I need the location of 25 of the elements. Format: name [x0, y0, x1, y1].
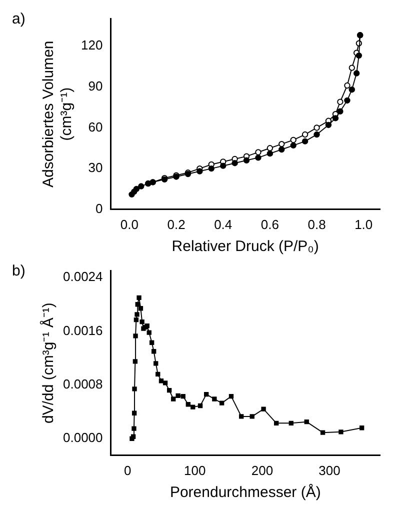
- x-tick-label: 0.6: [260, 216, 279, 232]
- text: b): [12, 262, 26, 280]
- y-tick-label: 0.0024: [62, 269, 103, 284]
- x-tick-label: 0: [124, 462, 132, 478]
- y-axis-title: dV/dd (cm³g⁻¹ Å⁻¹): [39, 302, 58, 424]
- x-tick-label: 0.0: [120, 216, 138, 232]
- text: a): [12, 10, 26, 28]
- x-tick-label: 1.0: [354, 216, 373, 232]
- y-axis-title: Adsorbiertes Volumen (cm³g⁻¹): [40, 40, 76, 188]
- y-tick-label: 0.0016: [62, 322, 103, 338]
- x-axis-title: Relativer Druck (P/P₀): [172, 238, 319, 256]
- y-tick-label: 60: [88, 119, 103, 134]
- x-tick-label: 200: [251, 462, 274, 478]
- x-tick-label: 100: [184, 462, 206, 478]
- x-tick-label: 0.4: [214, 216, 232, 232]
- x-tick-label: 300: [318, 462, 340, 478]
- y-tick-label: 120: [80, 38, 103, 53]
- y-tick-label: 0.0008: [62, 376, 103, 392]
- y-tick-label: 0: [95, 200, 103, 216]
- y-tick-label: 0.0000: [62, 430, 103, 446]
- y-tick-label: 90: [88, 78, 103, 94]
- x-tick-label: 0.8: [308, 216, 326, 232]
- x-tick-label: 0.2: [167, 216, 186, 232]
- y-tick-label: 30: [88, 160, 103, 176]
- x-axis-title: Porendurchmesser (Å): [170, 483, 321, 502]
